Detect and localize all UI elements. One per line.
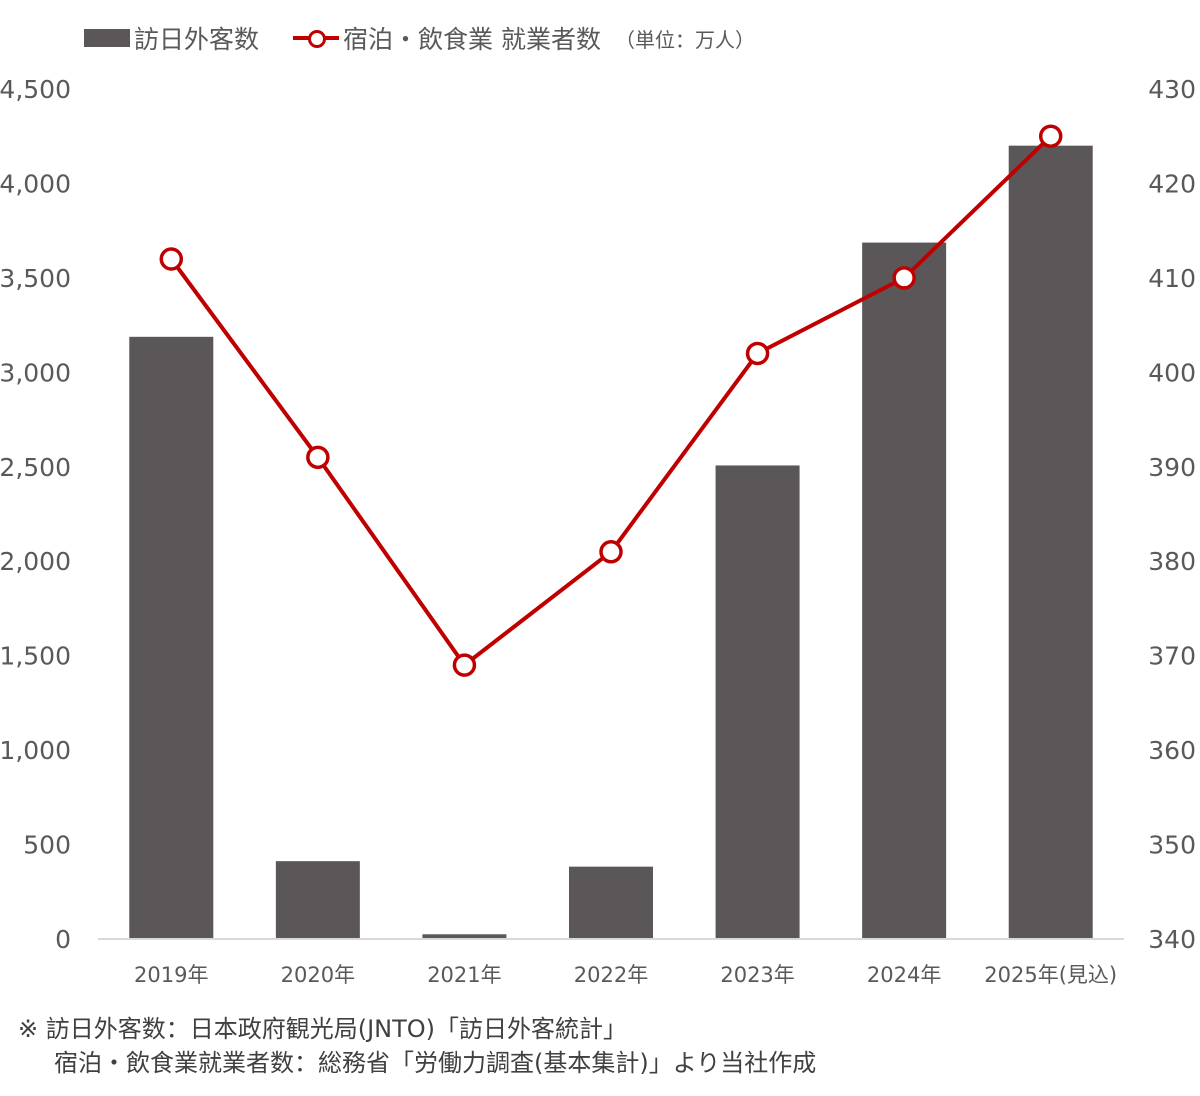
legend-unit: （単位：万人） <box>614 27 755 52</box>
line-point <box>452 653 477 677</box>
legend-bar-label: 訪日外客数 <box>134 25 260 54</box>
y-right-tick-label: 420 <box>1148 169 1196 198</box>
y-right-tick-label: 370 <box>1148 642 1196 671</box>
y-left-tick-label: 4,500 <box>0 75 71 104</box>
y-left-tick-label: 2,500 <box>0 453 71 482</box>
y-left-tick-label: 0 <box>55 925 71 954</box>
bar <box>129 336 214 939</box>
y-right-tick-label: 340 <box>1148 925 1196 954</box>
source-line-2: 宿泊・飲食業就業者数：総務省「労働力調査(基本集計)」より当社作成 <box>54 1049 817 1077</box>
line-point <box>892 266 916 290</box>
y-right-tick-label: 390 <box>1148 453 1196 482</box>
x-tick-label: 2023年 <box>720 963 794 987</box>
x-tick-label: 2025年(見込) <box>984 963 1117 987</box>
x-tick-label: 2019年 <box>134 963 208 987</box>
x-tick-label: 2024年 <box>867 963 941 987</box>
y-left-tick-label: 3,000 <box>0 358 71 387</box>
y-right-tick-label: 380 <box>1148 547 1196 576</box>
bar <box>862 242 947 940</box>
y-left-tick-label: 3,500 <box>0 264 71 293</box>
source-note: ※ 訪日外客数：日本政府観光局(JNTO)「訪日外客統計」 宿泊・飲食業就業者数… <box>18 1012 816 1080</box>
bar <box>569 866 653 939</box>
legend-bar-swatch <box>84 29 130 47</box>
line-point <box>159 247 184 271</box>
x-tick-label: 2021年 <box>427 963 501 987</box>
y-right-tick-label: 410 <box>1148 264 1196 293</box>
y-left-tick-label: 1,000 <box>0 736 71 765</box>
line-point <box>599 540 623 564</box>
x-tick-label: 2020年 <box>281 963 355 987</box>
y-right-tick-label: 400 <box>1148 358 1196 387</box>
legend-line-label: 宿泊・飲食業 就業者数 <box>343 25 601 54</box>
line-point <box>1038 124 1063 148</box>
line-point <box>306 445 330 470</box>
bar <box>275 861 360 939</box>
y-right-tick-label: 360 <box>1148 736 1196 765</box>
bar <box>1008 145 1093 939</box>
x-tick-label: 2022年 <box>574 963 648 987</box>
bar <box>715 465 800 939</box>
y-left-tick-label: 2,000 <box>0 547 71 576</box>
bar <box>422 934 507 939</box>
y-left-tick-label: 4,000 <box>0 169 71 198</box>
y-right-tick-label: 350 <box>1148 831 1196 860</box>
chart-legend: 訪日外客数 宿泊・飲食業 就業者数 （単位：万人） <box>84 20 755 56</box>
y-left-tick-label: 1,500 <box>0 642 71 671</box>
y-left-tick-label: 500 <box>23 831 71 860</box>
y-right-tick-label: 430 <box>1148 75 1196 104</box>
legend-line-swatch <box>293 28 340 48</box>
source-line-1: ※ 訪日外客数：日本政府観光局(JNTO)「訪日外客統計」 <box>18 1015 628 1043</box>
line-point <box>745 341 770 366</box>
